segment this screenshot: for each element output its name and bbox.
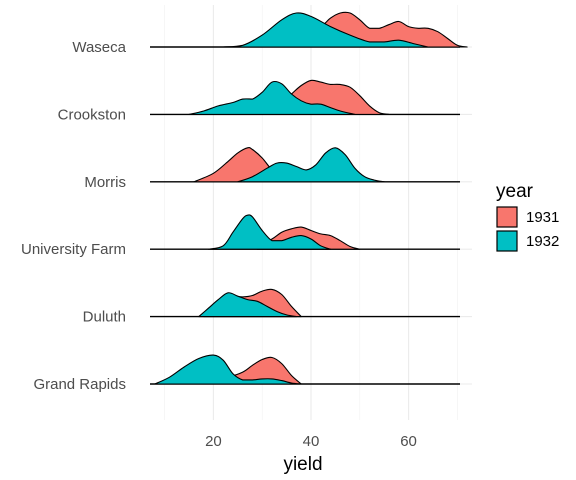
- x-tick-label: 20: [205, 433, 222, 450]
- ridges: [150, 11, 468, 385]
- ridge-crookston: [150, 79, 460, 116]
- x-axis-title: yield: [283, 454, 322, 475]
- legend-key-1931: [496, 206, 518, 228]
- density-duluth-1932: [198, 292, 297, 318]
- density-grand-rapids-1932: [154, 354, 302, 385]
- y-tick-label: Crookston: [58, 106, 126, 123]
- x-tick-labels: 20 40 60: [205, 433, 417, 450]
- legend-label-1931: 1931: [526, 209, 559, 226]
- x-tick-label: 60: [400, 433, 417, 450]
- ridge-duluth: [150, 288, 460, 318]
- y-tick-label: Grand Rapids: [33, 376, 126, 393]
- grid-lines: [150, 5, 472, 420]
- y-tick-label: Morris: [84, 174, 126, 191]
- density-morris-1932: [237, 147, 385, 183]
- legend-title: year: [496, 181, 534, 202]
- legend: year 1931 1932: [496, 181, 559, 252]
- density-university-farm-1932: [208, 214, 332, 250]
- x-tick-label: 40: [303, 433, 320, 450]
- y-tick-labels: Waseca Crookston Morris University Farm Dulu…: [21, 39, 127, 393]
- legend-key-1932: [496, 230, 518, 252]
- ridge-morris: [150, 147, 460, 183]
- legend-label-1932: 1932: [526, 233, 559, 250]
- ridge-grand-rapids: [150, 354, 460, 385]
- ridge-university-farm: [150, 214, 460, 250]
- density-waseca-1932: [222, 12, 429, 48]
- y-tick-label: Duluth: [83, 309, 126, 326]
- density-crookston-1932: [188, 80, 356, 115]
- y-tick-label: Waseca: [72, 39, 126, 56]
- ridge-waseca: [150, 11, 468, 48]
- y-tick-label: University Farm: [21, 241, 126, 258]
